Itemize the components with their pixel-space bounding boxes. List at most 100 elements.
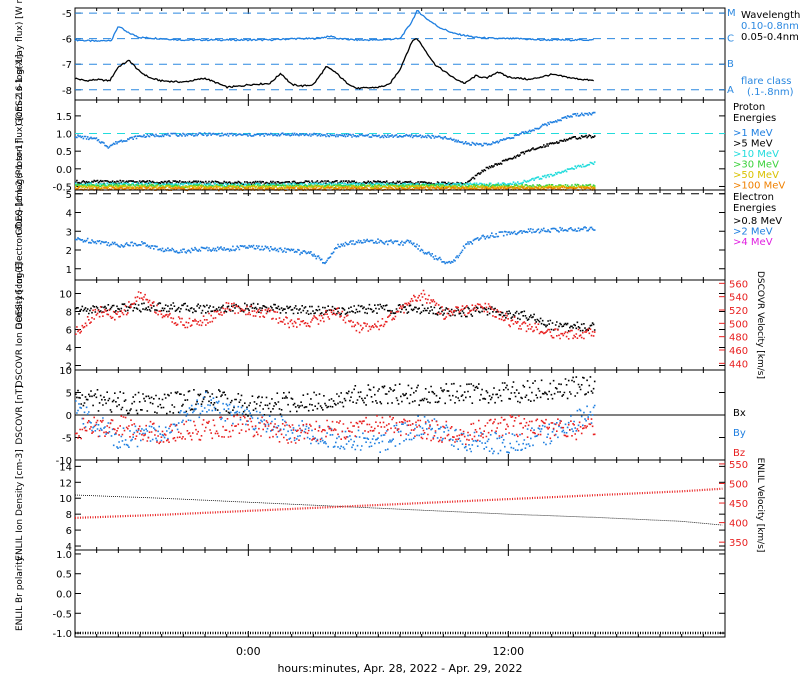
y-axis-label: GOES-16 log(Proton flux) [cm-2 s-1 sr-1] [15, 54, 25, 235]
legend-footer: flare class [741, 76, 791, 87]
flare-level-label: B [727, 59, 734, 70]
legend-title: Wavelength [741, 10, 800, 21]
y2-tick-label: 350 [729, 538, 748, 549]
series-points [75, 302, 596, 332]
series-line [74, 487, 723, 519]
y-tick-label: 1.0 [56, 550, 72, 561]
series-by [75, 391, 596, 455]
y-tick-label: -0.5 [52, 182, 72, 193]
x-tick-label: 0:00 [236, 645, 261, 658]
legend-title: Electron [733, 192, 774, 203]
series-0-10-0-8nm [74, 38, 594, 90]
panel-frame [74, 99, 726, 191]
y-tick-label: -5 [62, 9, 72, 20]
series--5-mev [75, 134, 596, 186]
legend-entry: >50 MeV [733, 170, 779, 181]
y2-tick-label: 400 [729, 519, 748, 530]
legend-title: Proton [733, 102, 765, 113]
legend-entry: >1 MeV [733, 128, 773, 139]
panel-enlil_plasma: 14 12 10 8 6 4 ENLIL Ion Density [cm-3] 550 500 4… [15, 449, 765, 560]
series-points [75, 134, 596, 186]
y-tick-label: -0.5 [52, 609, 72, 620]
y-tick-label: 6 [66, 326, 72, 337]
series-points [75, 111, 596, 149]
y2-tick-label: 550 [729, 460, 748, 471]
y-tick-label: 0.5 [56, 570, 72, 581]
series-points [75, 161, 596, 187]
y-tick-label: 12 [59, 478, 72, 489]
series-line [74, 494, 723, 526]
y-tick-label: 1.5 [56, 112, 72, 123]
y2-tick-label: 500 [729, 319, 748, 330]
y-tick-label: -8 [62, 86, 72, 97]
y-tick-label: -10 [56, 456, 72, 467]
x-axis-label: hours:minutes, Apr. 28, 2022 - Apr. 29, … [277, 662, 523, 675]
y-tick-label: 1 [66, 265, 72, 276]
series-0-05-0-4nm [74, 10, 594, 43]
y-tick-label: 0.0 [56, 590, 72, 601]
y-tick-label: 4 [66, 542, 72, 553]
panel-dscovr_plasma: 10 8 6 4 2 DSCOVR Ion Density [cm-3] 560 540 520… [15, 263, 765, 388]
y2-tick-label: 560 [729, 279, 748, 290]
legend-entry: By [733, 428, 746, 439]
y2-tick-label: 440 [729, 359, 748, 370]
y-tick-label: 2 [66, 246, 72, 257]
legend-entry: >10 MeV [733, 149, 779, 160]
legend-footer: (.1-.8nm) [747, 87, 794, 98]
y-axis-label: DSCOVR Ion Density [cm-3] [15, 263, 25, 388]
y-tick-label: 6 [66, 526, 72, 537]
y-tick-label: -6 [62, 35, 72, 46]
y2-tick-label: 460 [729, 346, 748, 357]
legend-entry: Bz [733, 448, 745, 459]
series-density [74, 494, 723, 526]
panel-dscovr_mag: 10 5 0 -5 -10 DSCOVR [nT] Bx By Bz [15, 366, 746, 467]
y2-axis-label: DSCOVR Velocity [km/s] [755, 271, 765, 379]
y-tick-label: 0 [66, 411, 72, 422]
panel-frame [74, 7, 726, 101]
y-tick-label: 10 [59, 290, 72, 301]
panel-enlil_polarity: 1.0 0.5 0.0 -0.5 -1.0 ENLIL Br polarity 0:00 12… [15, 549, 726, 658]
series-points [75, 376, 596, 417]
y2-axis-label: ENLIL Velocity [km/s] [755, 458, 765, 553]
y-tick-label: 0.0 [56, 165, 72, 176]
legend-title: Energies [733, 203, 776, 214]
legend-entry: >0.8 MeV [733, 216, 782, 227]
series-points [75, 414, 596, 446]
y-tick-label: 8 [66, 308, 72, 319]
y-tick-label: 8 [66, 510, 72, 521]
y-tick-label: 4 [66, 209, 72, 220]
panel-proton: 1.5 1.0 0.5 0.0 -0.5 GOES-16 log(Proton flux)… [15, 54, 785, 235]
y-axis-label: GOES-16 log(Xray flux) [W m-2] [15, 0, 25, 126]
y-tick-label: 10 [59, 366, 72, 377]
y2-tick-label: 480 [729, 333, 748, 344]
x-tick-label: 12:00 [492, 645, 524, 658]
y-tick-label: -1.0 [52, 629, 72, 640]
panel-electron: 5 4 3 2 1 GOES-16 log(Electron flux) [cm-2 s-… [15, 141, 782, 330]
series-velocity [74, 487, 723, 519]
series-points [75, 391, 596, 455]
series--10-mev [75, 161, 596, 187]
y-tick-label: 0.5 [56, 147, 72, 158]
y-tick-label: -7 [62, 60, 72, 71]
y-tick-label: 5 [66, 190, 72, 201]
y-axis-label: ENLIL Br polarity [15, 555, 25, 631]
legend-entry: >30 MeV [733, 160, 779, 171]
y2-tick-label: 540 [729, 293, 748, 304]
panel-frame [74, 279, 726, 371]
flare-level-label: A [727, 85, 734, 96]
y-axis-label: ENLIL Ion Density [cm-3] [15, 449, 25, 560]
series-line [74, 10, 594, 43]
flare-level-label: M [727, 8, 736, 19]
panel-frame [74, 189, 726, 281]
flare-level-label: C [727, 34, 734, 45]
series--2-mev [75, 226, 596, 265]
y-axis-label: GOES-16 log(Electron flux) [cm-2 s-1 sr-… [15, 141, 25, 330]
legend-entry: 0.10-0.8nm [741, 21, 799, 32]
series-density [75, 302, 596, 332]
y2-tick-label: 450 [729, 499, 748, 510]
y-tick-label: 2 [66, 362, 72, 373]
y-axis-label: DSCOVR [nT] [15, 385, 25, 444]
legend-title: Energies [733, 113, 776, 124]
y-tick-label: 3 [66, 227, 72, 238]
